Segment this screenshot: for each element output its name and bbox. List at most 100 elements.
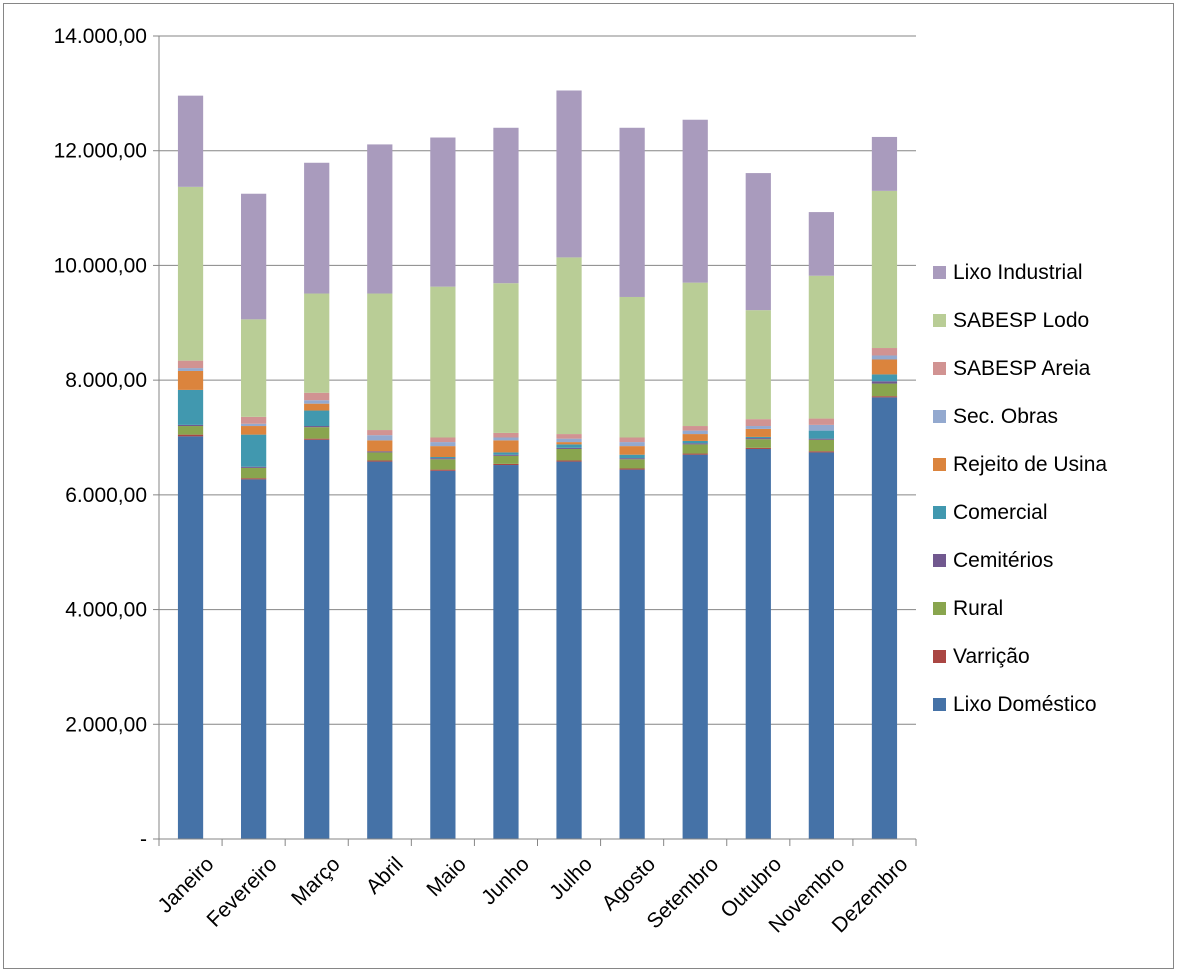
y-tick-label: 14.000,00 <box>54 25 147 48</box>
bar-segment <box>556 257 582 435</box>
bar-segment <box>871 374 898 382</box>
bar-segment <box>619 296 645 438</box>
bar-segment <box>808 275 834 419</box>
x-tick-label: Abril <box>362 853 408 899</box>
legend-swatch <box>933 314 946 327</box>
bar-segment <box>241 319 267 417</box>
bar-segment <box>367 461 393 839</box>
bar-segment <box>745 419 771 427</box>
legend-swatch <box>933 362 946 375</box>
legend-label: Sec. Obras <box>953 405 1058 428</box>
bar-segment <box>304 410 330 427</box>
legend-swatch <box>933 602 946 615</box>
bar-segment <box>367 293 393 431</box>
bar-segment <box>682 443 708 445</box>
legend-swatch <box>933 650 946 663</box>
bar-segment <box>493 437 519 441</box>
bar-segment <box>430 137 456 287</box>
chart-frame: - 2.000,00 4.000,00 6.000,00 8.000,00 10.000,… <box>3 3 1174 969</box>
bar-segment <box>619 469 645 839</box>
bar-segment <box>745 428 771 437</box>
x-tick-label: Março <box>287 853 345 911</box>
bar-segment <box>493 465 519 839</box>
bar-segment <box>871 355 898 360</box>
bar-segment <box>493 127 519 284</box>
bar-segment <box>304 403 330 411</box>
bar-segment <box>177 434 204 437</box>
bar-segment <box>177 426 204 435</box>
bar-segment <box>682 426 708 431</box>
bar-segment <box>241 426 267 435</box>
bar-segment <box>619 459 645 469</box>
bar-segment <box>871 397 898 839</box>
bar-segment <box>430 469 456 471</box>
legend-label: Rejeito de Usina <box>953 453 1107 476</box>
bar-segment <box>808 418 834 425</box>
bar-segment <box>177 186 204 361</box>
bar-segment <box>871 381 898 384</box>
bar-segment <box>682 282 708 427</box>
bar-segment <box>430 458 456 460</box>
x-tick-label: Maio <box>422 853 470 901</box>
bar-segment <box>430 446 456 458</box>
legend-swatch <box>933 698 946 711</box>
bar-segment <box>177 370 204 390</box>
bar-segment <box>177 360 204 369</box>
bar-segment <box>241 479 267 839</box>
bar-segment <box>619 468 645 470</box>
y-tick-label: 4.000,00 <box>65 599 147 622</box>
bar-segment <box>177 368 204 371</box>
bar-segment <box>556 90 582 258</box>
bar-segment <box>493 463 519 466</box>
legend: Lixo Industrial SABESP Lodo SABESP Areia Se… <box>933 261 1107 716</box>
x-tick-label: Fevereiro <box>203 853 282 932</box>
bar-segment <box>745 438 771 440</box>
bar-segment <box>493 454 519 456</box>
bar-segment <box>745 426 771 429</box>
bar-segment <box>241 466 267 468</box>
legend-label: Lixo Industrial <box>953 261 1083 284</box>
bar-segment <box>808 452 834 839</box>
bar-segment <box>556 438 582 443</box>
stacked-bar-chart: - 2.000,00 4.000,00 6.000,00 8.000,00 10.000,… <box>54 25 1108 938</box>
bar-segment <box>871 396 898 398</box>
legend-swatch <box>933 506 946 519</box>
bar-segment <box>745 310 771 420</box>
bar-segment <box>745 448 771 839</box>
bar-segment <box>556 444 582 448</box>
legend-swatch <box>933 554 946 567</box>
bar-segment <box>493 455 519 464</box>
bar-segment <box>367 435 393 441</box>
bar-segment <box>556 447 582 449</box>
bar-segment <box>745 447 771 449</box>
bar-segment <box>808 424 834 431</box>
bar-segment <box>430 442 456 447</box>
bar-segment <box>682 453 708 455</box>
bar-segment <box>745 173 771 311</box>
bar-segment <box>871 383 898 397</box>
legend-label: Cemitérios <box>953 549 1053 572</box>
bar-segment <box>619 127 645 297</box>
y-tick-label: 8.000,00 <box>65 369 147 392</box>
legend-swatch <box>933 458 946 471</box>
bar-segment <box>241 193 267 320</box>
bar-segment <box>367 440 393 452</box>
bar-segment <box>682 434 708 441</box>
bar-segment <box>493 283 519 433</box>
bar-segment <box>304 162 330 294</box>
bar-segment <box>430 470 456 839</box>
bar-segment <box>808 438 834 440</box>
y-tick-label: 10.000,00 <box>54 254 147 277</box>
bar-segment <box>619 437 645 443</box>
bar-segment <box>556 461 582 839</box>
bar-segment <box>304 427 330 439</box>
bar-segment <box>619 442 645 447</box>
bar-segment <box>682 454 708 839</box>
bar-segment <box>304 439 330 839</box>
bar-segment <box>871 359 898 375</box>
legend-label: Comercial <box>953 501 1048 524</box>
bar-segment <box>556 448 582 461</box>
bar-segment <box>177 436 204 839</box>
bar-segment <box>808 451 834 453</box>
